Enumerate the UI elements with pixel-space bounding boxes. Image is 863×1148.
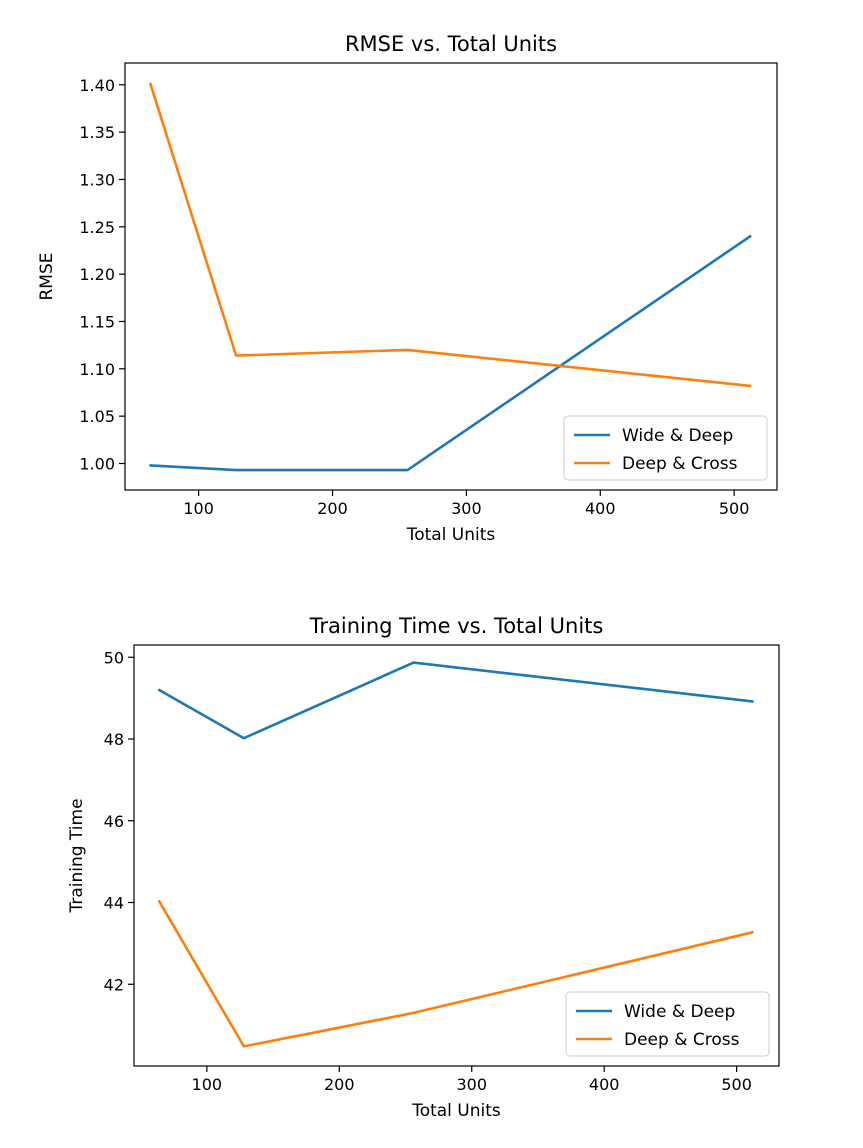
chart-title: RMSE vs. Total Units <box>345 32 557 56</box>
chart-1: RMSE vs. Total Units 100 200 300 400 500 1.00 1… <box>37 32 778 545</box>
x-tick-label: 400 <box>585 499 616 518</box>
legend-label: Deep & Cross <box>624 1030 740 1050</box>
x-axis-label: Total Units <box>411 1101 501 1121</box>
x-tick-label: 400 <box>589 1075 620 1094</box>
x-tick-label: 500 <box>719 499 750 518</box>
y-tick-label: 1.40 <box>79 76 115 95</box>
legend-label: Wide & Deep <box>624 1002 735 1022</box>
x-tick-label: 100 <box>192 1075 223 1094</box>
y-tick-label: 48 <box>104 730 124 749</box>
series-line-2 <box>149 82 752 388</box>
x-tick-label: 300 <box>451 499 482 518</box>
legend-box <box>565 991 770 1057</box>
y-tick-label: 1.05 <box>79 407 115 426</box>
y-tick-label: 1.20 <box>79 265 115 284</box>
x-tick-label: 500 <box>721 1075 752 1094</box>
legend: Wide & Deep Deep & Cross <box>563 415 768 481</box>
y-tick-label: 1.30 <box>79 170 115 189</box>
plot-frame <box>133 644 780 1067</box>
chart-title: Training Time vs. Total Units <box>309 614 604 638</box>
x-tick-label: 100 <box>183 499 214 518</box>
plot-frame <box>124 62 778 491</box>
x-axis-label: Total Units <box>406 525 496 545</box>
legend-label: Wide & Deep <box>622 426 733 446</box>
y-tick-label: 44 <box>104 894 124 913</box>
y-tick-label: 1.25 <box>79 218 115 237</box>
y-tick-label: 50 <box>104 648 124 667</box>
y-tick-label: 1.00 <box>79 454 115 473</box>
y-tick-label: 46 <box>104 812 124 831</box>
legend: Wide & Deep Deep & Cross <box>565 991 770 1057</box>
y-tick-label: 42 <box>104 975 124 994</box>
x-tick-label: 200 <box>317 499 348 518</box>
legend-box <box>563 415 768 481</box>
y-tick-label: 1.10 <box>79 360 115 379</box>
x-tick-label: 300 <box>456 1075 487 1094</box>
y-tick-label: 1.15 <box>79 312 115 331</box>
series-line-1 <box>157 661 754 740</box>
y-axis-label: RMSE <box>37 252 57 300</box>
x-tick-label: 200 <box>324 1075 355 1094</box>
y-tick-label: 1.35 <box>79 123 115 142</box>
legend-label: Deep & Cross <box>622 454 738 474</box>
series-line-1 <box>149 235 752 472</box>
chart-2: Training Time vs. Total Units 100 200 300 40… <box>67 614 780 1121</box>
y-axis-label: Training Time <box>67 798 87 913</box>
series-line-2 <box>157 899 754 1048</box>
